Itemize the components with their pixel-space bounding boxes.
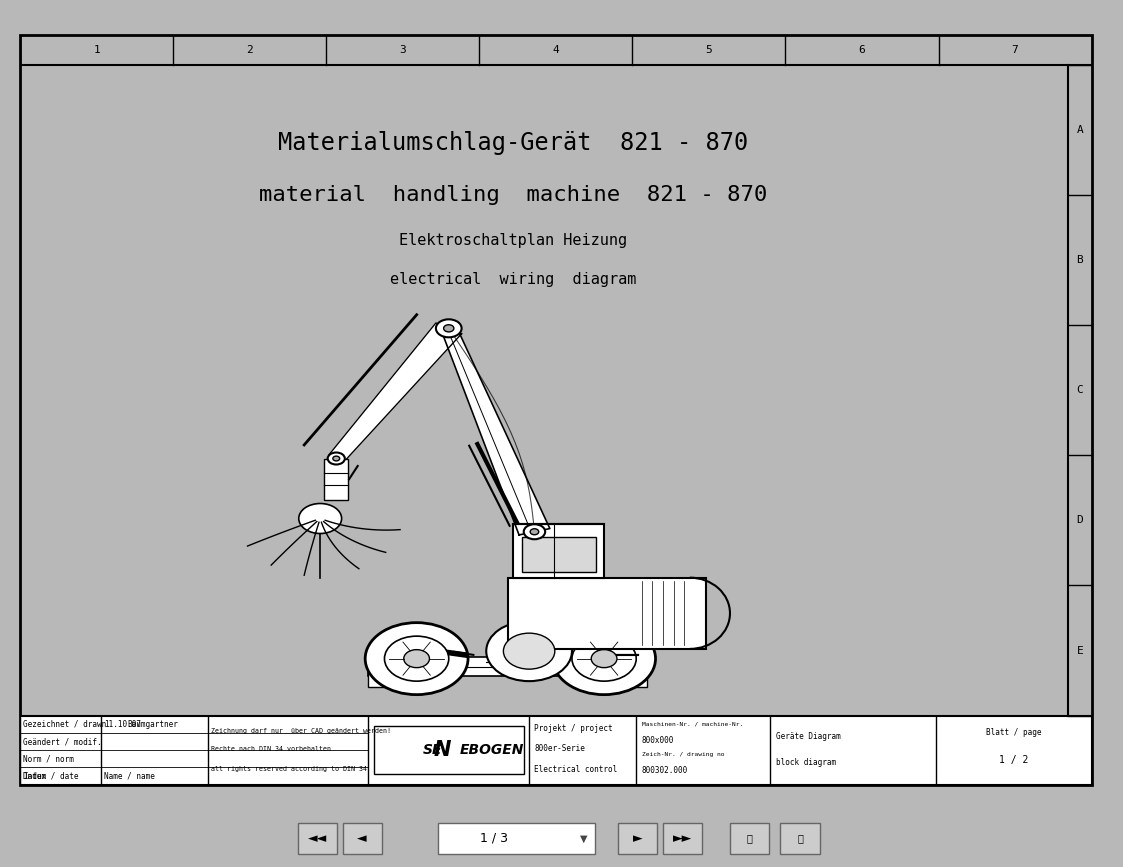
Text: 7: 7 xyxy=(1012,45,1019,55)
Text: Maschinen-Nr. / machine-Nr.: Maschinen-Nr. / machine-Nr. xyxy=(641,721,742,727)
Text: Index: Index xyxy=(24,772,46,781)
Text: Baumgartner: Baumgartner xyxy=(127,720,179,729)
Text: 11.10.07: 11.10.07 xyxy=(103,720,140,729)
Text: 1: 1 xyxy=(93,45,100,55)
Text: 4: 4 xyxy=(553,45,559,55)
Circle shape xyxy=(530,529,539,535)
Text: C: C xyxy=(1077,385,1084,395)
Text: 🖨: 🖨 xyxy=(747,833,752,844)
Bar xyxy=(368,657,647,676)
Bar xyxy=(298,824,337,853)
Text: Projekt / project: Projekt / project xyxy=(535,724,613,733)
Polygon shape xyxy=(329,323,462,462)
Text: 800er-Serie: 800er-Serie xyxy=(535,744,585,753)
Bar xyxy=(621,649,647,688)
Circle shape xyxy=(486,621,572,681)
Text: ◄: ◄ xyxy=(357,832,367,844)
Text: D: D xyxy=(1077,515,1084,525)
Bar xyxy=(780,824,820,853)
Text: material  handling  machine  821 - 870: material handling machine 821 - 870 xyxy=(259,185,767,205)
Text: 3: 3 xyxy=(400,45,407,55)
Text: Zeich-Nr. / drawing no: Zeich-Nr. / drawing no xyxy=(641,752,724,757)
Text: Gezeichnet / drawn: Gezeichnet / drawn xyxy=(24,720,107,729)
Bar xyxy=(618,824,657,853)
Circle shape xyxy=(436,319,462,337)
Circle shape xyxy=(299,504,341,533)
Text: N: N xyxy=(433,740,451,760)
Text: 5: 5 xyxy=(705,45,712,55)
Text: 800302.000: 800302.000 xyxy=(641,766,688,775)
Circle shape xyxy=(328,453,345,465)
Circle shape xyxy=(591,649,617,668)
Text: Blatt / page: Blatt / page xyxy=(986,727,1042,737)
Text: 🖨: 🖨 xyxy=(797,833,803,844)
Text: Name / name: Name / name xyxy=(103,772,155,781)
Circle shape xyxy=(553,623,656,694)
Bar xyxy=(508,577,706,649)
Text: ►►: ►► xyxy=(673,832,692,844)
Bar xyxy=(343,824,382,853)
Text: 6: 6 xyxy=(859,45,866,55)
Text: 1 / 3: 1 / 3 xyxy=(481,832,508,844)
Bar xyxy=(730,824,769,853)
Circle shape xyxy=(572,636,637,681)
Circle shape xyxy=(365,623,468,694)
Bar xyxy=(513,524,604,577)
Text: Datum / date: Datum / date xyxy=(24,772,79,781)
Bar xyxy=(325,459,348,499)
Text: block diagram: block diagram xyxy=(776,758,836,767)
Text: Geändert / modif.: Geändert / modif. xyxy=(24,737,102,746)
Text: 1 / 2: 1 / 2 xyxy=(999,755,1029,766)
Circle shape xyxy=(503,633,555,669)
Text: ◄◄: ◄◄ xyxy=(308,832,327,844)
Text: electrical  wiring  diagram: electrical wiring diagram xyxy=(390,272,637,287)
Circle shape xyxy=(332,456,339,461)
Bar xyxy=(374,726,523,774)
Circle shape xyxy=(444,325,454,332)
Circle shape xyxy=(384,636,449,681)
Text: SE: SE xyxy=(423,743,442,757)
Text: ▼: ▼ xyxy=(581,833,587,844)
Bar xyxy=(521,537,595,571)
Text: ►: ► xyxy=(632,832,642,844)
Text: A: A xyxy=(1077,125,1084,134)
Text: EBOGEN: EBOGEN xyxy=(459,743,523,757)
Text: 800x000: 800x000 xyxy=(641,736,674,745)
Text: E: E xyxy=(1077,646,1084,655)
Text: B: B xyxy=(1077,255,1084,265)
Text: 2: 2 xyxy=(246,45,253,55)
Text: Elektroschaltplan Heizung: Elektroschaltplan Heizung xyxy=(399,233,627,248)
Text: Electrical control: Electrical control xyxy=(535,765,618,774)
Circle shape xyxy=(523,525,545,539)
Text: all rights reserved according to DIN 34: all rights reserved according to DIN 34 xyxy=(211,766,367,772)
Text: Geräte Diagram: Geräte Diagram xyxy=(776,732,840,740)
Circle shape xyxy=(404,649,429,668)
Text: Materialumschlag-Gerät  821 - 870: Materialumschlag-Gerät 821 - 870 xyxy=(277,131,748,155)
Polygon shape xyxy=(441,327,550,535)
Text: Rechte nach DIN 34 vorbehalten: Rechte nach DIN 34 vorbehalten xyxy=(211,746,331,752)
Text: Zeichnung darf nur  über CAD geändert werden!: Zeichnung darf nur über CAD geändert wer… xyxy=(211,727,391,733)
Text: Norm / norm: Norm / norm xyxy=(24,754,74,763)
Bar xyxy=(368,649,394,688)
Bar xyxy=(20,715,1092,785)
Bar xyxy=(438,824,595,853)
Bar xyxy=(663,824,702,853)
